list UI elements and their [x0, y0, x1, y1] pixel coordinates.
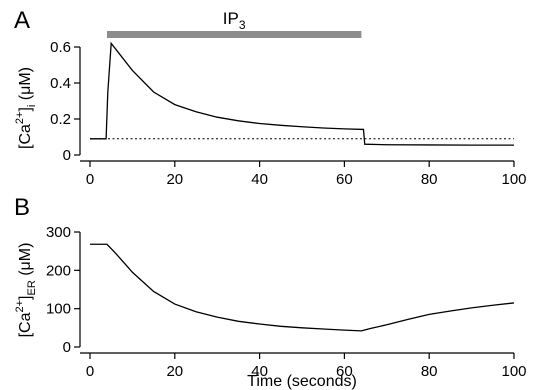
- y-tick-label: 0.4: [50, 75, 71, 92]
- x-tick-label: 40: [251, 363, 268, 380]
- panel-b-x-label: Time (seconds): [247, 373, 357, 390]
- x-tick-label: 40: [251, 171, 268, 188]
- panel-a: A IP3 0 0.2 0.4 0.6 0 20 40 60 80 100 [Ca2+]i (μ…: [14, 7, 527, 188]
- panel-a-x-ticks: 0 20 40 60 80 100: [86, 161, 527, 188]
- x-tick-label: 20: [166, 363, 183, 380]
- y-tick-label: 100: [46, 301, 71, 318]
- x-tick-label: 80: [421, 363, 438, 380]
- x-tick-label: 60: [336, 171, 353, 188]
- ip3-stimulus-bar: [106, 31, 362, 38]
- x-tick-label: 80: [421, 171, 438, 188]
- panel-b-x-ticks: 0 20 40 60 80 100: [86, 353, 527, 380]
- y-tick-label: 300: [46, 224, 71, 241]
- ip3-stimulus-label: IP3: [223, 9, 246, 32]
- x-tick-label: 0: [86, 363, 94, 380]
- panel-b-letter: B: [14, 194, 30, 221]
- er-calcium-trace: [90, 243, 515, 332]
- y-tick-label: 0.2: [50, 111, 71, 128]
- y-tick-label: 0: [63, 339, 71, 356]
- x-tick-label: 0: [86, 171, 94, 188]
- cytosolic-calcium-trace: [90, 41, 514, 146]
- x-tick-label: 20: [166, 171, 183, 188]
- panel-a-y-ticks: 0 0.2 0.4 0.6: [50, 39, 80, 164]
- panel-b-y-label: [Ca2+]ER (μM): [14, 243, 38, 338]
- panel-b-y-ticks: 0 100 200 300: [46, 224, 80, 356]
- x-tick-label: 100: [501, 171, 526, 188]
- y-tick-label: 200: [46, 262, 71, 279]
- panel-a-y-label: [Ca2+]i (μM): [14, 67, 38, 149]
- panel-a-letter: A: [14, 7, 30, 34]
- y-tick-label: 0.6: [50, 39, 71, 56]
- x-tick-label: 60: [336, 363, 353, 380]
- x-tick-label: 100: [501, 363, 526, 380]
- y-tick-label: 0: [63, 147, 71, 164]
